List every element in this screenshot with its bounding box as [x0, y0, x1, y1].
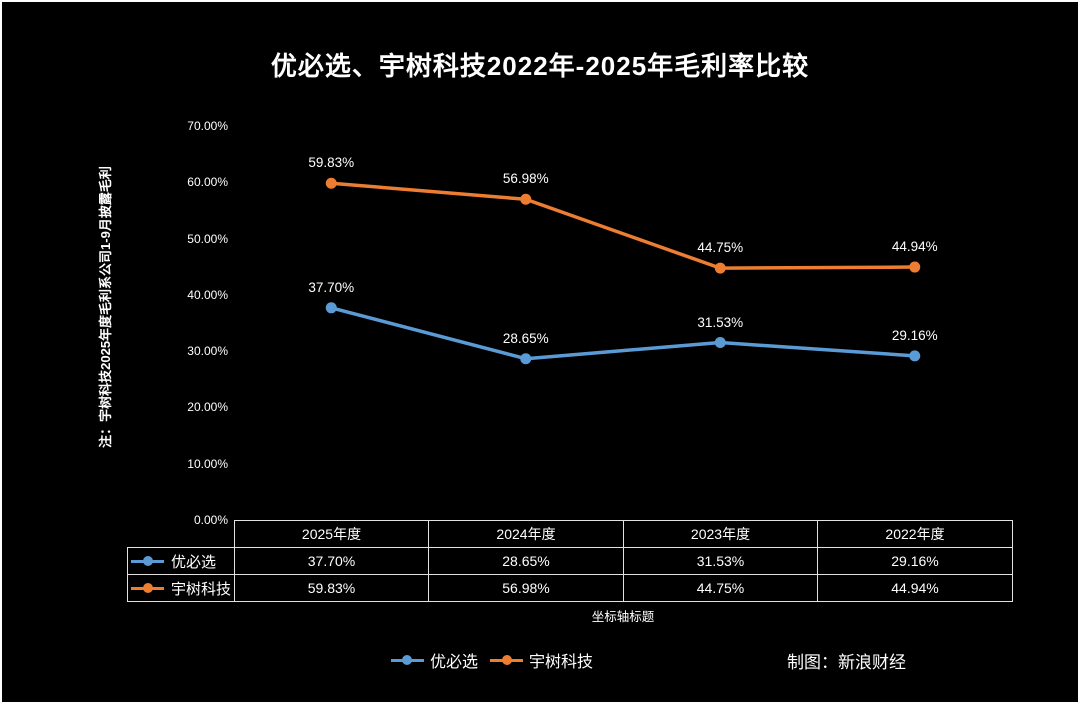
table-row-label: 优必选 — [171, 553, 217, 571]
footnote-vertical: 注：宇树科技2025年度毛利系公司1-9月披露毛利 — [98, 166, 113, 448]
legend-item-ubtech: 优必选 — [390, 648, 478, 672]
table-cell: 37.70% — [234, 547, 429, 575]
data-point-marker — [909, 261, 921, 273]
table-cell: 56.98% — [428, 574, 624, 602]
series-line — [330, 306, 915, 361]
table-cell: 31.53% — [623, 547, 818, 575]
data-point-marker — [520, 353, 532, 365]
y-axis-tick-label: 60.00% — [187, 175, 228, 190]
y-axis-tick-label: 30.00% — [187, 344, 228, 359]
series-marker-icon — [131, 556, 164, 566]
table-cell: 29.16% — [817, 547, 1013, 575]
table-row-label: 宇树科技 — [171, 580, 232, 598]
table-header-cell: 2025年度 — [234, 520, 429, 548]
data-point-marker — [714, 337, 726, 349]
data-point-marker — [325, 302, 337, 314]
table-header-cell: 2022年度 — [817, 520, 1013, 548]
y-axis-tick-label: 10.00% — [187, 456, 228, 471]
table-header-row: 2025年度 2024年度 2023年度 2022年度 — [128, 520, 1013, 548]
data-table: 2025年度 2024年度 2023年度 2022年度 优必选 37.70% 2… — [127, 520, 1013, 602]
data-point-marker — [714, 262, 726, 274]
legend-marker-icon — [390, 655, 424, 665]
table-row-unitree: 宇树科技 59.83% 56.98% 44.75% 44.94% — [127, 574, 1013, 602]
plot-area — [325, 177, 921, 365]
series-marker-icon — [131, 583, 164, 593]
legend-label: 优必选 — [429, 654, 478, 671]
legend-marker-icon — [490, 655, 523, 665]
y-axis-tick-label: 40.00% — [187, 287, 228, 302]
y-axis-tick-label: 70.00% — [187, 119, 228, 133]
table-cell: 44.75% — [623, 574, 818, 602]
table-cell: 44.94% — [817, 574, 1013, 602]
legend-item-unitree: 宇树科技 — [490, 648, 593, 672]
data-point-marker — [325, 177, 337, 189]
y-axis-tick-label: 50.00% — [187, 231, 228, 246]
table-row-label-cell: 宇树科技 — [127, 574, 235, 602]
series-line — [331, 181, 915, 270]
data-point-marker — [909, 350, 921, 362]
data-point-marker — [520, 193, 532, 205]
chart-title: 优必选、宇树科技2022年-2025年毛利率比较 — [270, 51, 810, 81]
chart-legend: 优必选 宇树科技 — [302, 648, 682, 672]
y-axis-tick-label: 20.00% — [187, 400, 228, 415]
credit-text: 制图：新浪财经 — [787, 653, 906, 672]
x-axis-title: 坐标轴标题 — [591, 610, 655, 624]
table-header-cell: 2023年度 — [623, 520, 818, 548]
table-corner-cell — [128, 521, 235, 548]
table-cell: 28.65% — [428, 547, 624, 575]
legend-label: 宇树科技 — [529, 654, 594, 671]
table-header-cell: 2024年度 — [428, 520, 624, 548]
table-row-label-cell: 优必选 — [127, 547, 235, 575]
table-row-ubtech: 优必选 37.70% 28.65% 31.53% 29.16% — [127, 547, 1013, 575]
table-cell: 59.83% — [234, 574, 429, 602]
